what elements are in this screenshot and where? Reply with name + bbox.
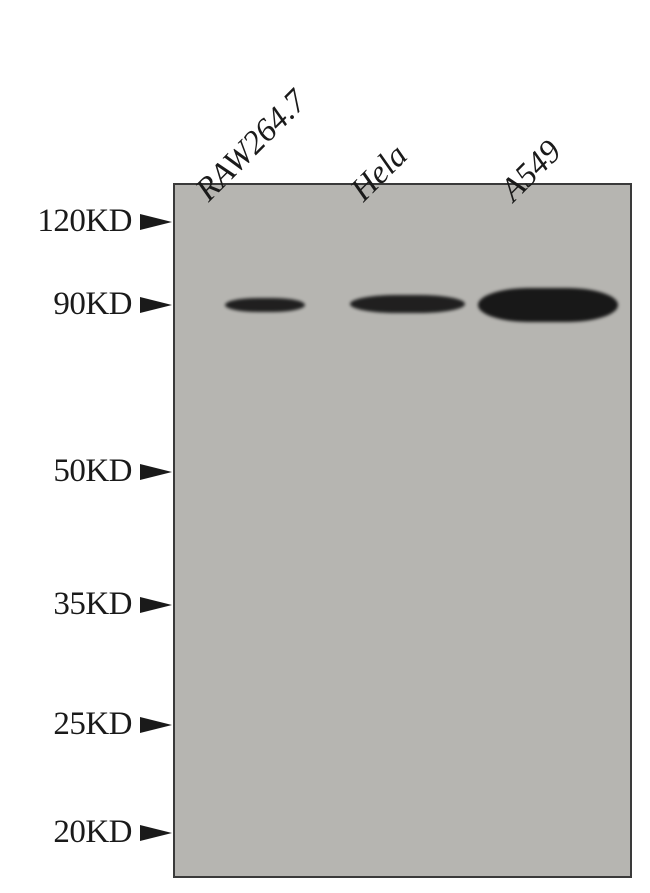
arrow-right-icon [140,297,172,313]
arrow-right-icon [140,464,172,480]
marker-label: 20KD [53,814,132,851]
marker-label: 50KD [53,453,132,490]
arrow-right-icon [140,717,172,733]
marker-label: 120KD [37,203,132,240]
marker-label: 25KD [53,706,132,743]
band [478,288,618,322]
arrow-right-icon [140,214,172,230]
arrow-right-icon [140,825,172,841]
marker-label: 90KD [53,286,132,323]
band [350,295,465,313]
marker-label: 35KD [53,586,132,623]
band [225,298,305,312]
arrow-right-icon [140,597,172,613]
